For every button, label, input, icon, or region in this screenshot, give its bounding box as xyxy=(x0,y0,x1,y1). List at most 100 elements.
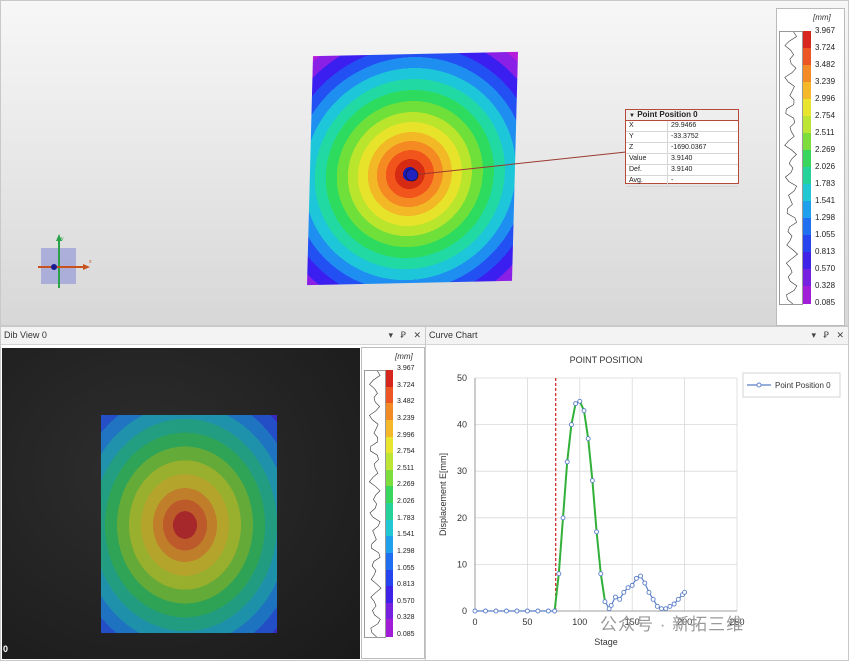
dropdown-icon[interactable]: ▾ xyxy=(811,330,816,340)
data-point xyxy=(552,608,558,614)
legend-color-swatch xyxy=(803,201,811,219)
point-position-row: Value 3.9140 xyxy=(626,154,738,165)
data-point xyxy=(612,594,618,600)
data-point xyxy=(524,608,530,614)
x-axis-title: Stage xyxy=(594,637,618,647)
legend-tick-label: 3.239 xyxy=(815,77,836,86)
legend-tick-label: 2.754 xyxy=(397,448,415,456)
legend-color-swatch xyxy=(386,419,393,437)
legend-color-swatch xyxy=(803,82,811,100)
legend-histogram-curve xyxy=(784,31,799,305)
close-icon[interactable]: ✕ xyxy=(836,330,844,340)
legend-tick-label: 2.026 xyxy=(815,162,836,171)
legend-marker xyxy=(756,382,762,388)
x-tick-label: 250 xyxy=(729,617,744,627)
x-tick-label: 0 xyxy=(472,617,477,627)
dropdown-icon[interactable]: ▾ xyxy=(388,330,393,340)
data-point xyxy=(638,573,644,579)
data-point xyxy=(646,589,652,595)
point-position-row: Y -33.3752 xyxy=(626,132,738,143)
data-point xyxy=(617,596,623,602)
data-point xyxy=(671,601,677,607)
collapse-arrow-icon[interactable]: ▼ xyxy=(629,113,635,119)
legend-tick-label: 0.813 xyxy=(815,247,836,256)
3d-view-pane[interactable]: ▼ Point Position 0 X 29.9466 Y -33.3752 Z -16… xyxy=(0,0,849,326)
row-key: X xyxy=(626,121,668,131)
data-point xyxy=(472,608,478,614)
data-point xyxy=(629,582,635,588)
data-point xyxy=(667,603,673,609)
legend-color-swatch xyxy=(803,167,811,185)
watermark-text: 公众号 · 新拓三维 xyxy=(600,615,745,634)
point-pointer-svg xyxy=(405,151,627,182)
y-tick-label: 0 xyxy=(462,606,467,616)
data-point xyxy=(503,608,509,614)
legend-color-swatch xyxy=(386,619,393,637)
legend-color-swatch xyxy=(803,286,811,304)
data-point xyxy=(625,585,631,591)
data-point xyxy=(663,606,669,612)
data-point xyxy=(560,515,566,521)
curve-chart[interactable]: POINT POSITION 0 10 20 30 40 50 0 50 100 150 200 250… xyxy=(426,344,846,657)
legend-tick-label: 2.511 xyxy=(397,464,414,472)
legend-unit: [mm] xyxy=(395,352,413,361)
data-point xyxy=(535,608,541,614)
data-point xyxy=(650,596,656,602)
x-axis-arrow-icon xyxy=(83,264,90,270)
legend-color-swatch xyxy=(803,150,811,168)
close-icon[interactable]: ✕ xyxy=(413,330,421,340)
dib-view-header: Dib View 0 ▾ Ꝑ ✕ xyxy=(1,327,425,345)
x-axis-label: x xyxy=(89,259,92,265)
legend-color-swatch xyxy=(386,503,393,521)
legend-color-swatch xyxy=(386,386,393,404)
point-position-popup[interactable]: ▼ Point Position 0 X 29.9466 Y -33.3752 Z -16… xyxy=(625,109,739,187)
legend-tick-label: 1.055 xyxy=(397,564,415,572)
legend-tick-label: 2.269 xyxy=(397,481,415,489)
dib-contour-overlay xyxy=(101,415,277,633)
row-value: -1690.0367 xyxy=(671,144,707,151)
legend-color-swatch xyxy=(386,436,393,454)
x-tick-label: 200 xyxy=(677,617,692,627)
point-position-title-text: Point Position 0 xyxy=(637,110,698,119)
row-value: 3.9140 xyxy=(671,155,693,162)
row-key: Value xyxy=(626,154,668,164)
data-point xyxy=(545,608,551,614)
legend-color-swatch xyxy=(386,486,393,504)
data-point xyxy=(682,589,688,595)
data-point xyxy=(568,422,574,428)
legend-color-swatch xyxy=(803,48,811,66)
dib-camera-image[interactable] xyxy=(2,348,360,659)
legend-color-swatch xyxy=(803,65,811,83)
legend-tick-label: 2.511 xyxy=(815,128,835,137)
y-axis-title: Displacement E[mm] xyxy=(438,453,448,536)
data-point xyxy=(675,596,681,602)
data-point xyxy=(581,408,587,414)
x-tick-label: 50 xyxy=(522,617,532,627)
legend-color-swatch xyxy=(803,99,811,117)
data-point xyxy=(633,575,639,581)
legend-tick-label: 1.541 xyxy=(815,196,836,205)
legend-color-swatch xyxy=(803,184,811,202)
point-position-row: Def. 3.9140 xyxy=(626,165,738,176)
point-position-title: ▼ Point Position 0 xyxy=(626,110,738,121)
legend-color-swatch xyxy=(386,552,393,570)
row-value: 3.9140 xyxy=(671,166,693,173)
point-position-row: X 29.9466 xyxy=(626,121,738,132)
chart-title: POINT POSITION xyxy=(570,355,643,365)
legend-color-swatch xyxy=(386,453,393,471)
legend-tick-label: 0.570 xyxy=(397,597,415,605)
legend-tick-label: 3.967 xyxy=(397,365,415,372)
pin-icon[interactable]: Ꝑ xyxy=(823,330,829,340)
legend-tick-label: 1.541 xyxy=(397,531,415,539)
y-axis-label: y xyxy=(61,236,64,242)
row-value: -33.3752 xyxy=(671,133,699,140)
legend-tick-label: 3.967 xyxy=(815,26,836,35)
legend-tick-label: 0.085 xyxy=(397,631,415,638)
y-tick-label: 40 xyxy=(457,420,467,430)
dib-view-title: Dib View 0 xyxy=(4,330,47,340)
legend-tick-label: 0.328 xyxy=(815,281,836,290)
data-point xyxy=(654,603,660,609)
pin-icon[interactable]: Ꝑ xyxy=(400,330,406,340)
point-position-rows: X 29.9466 Y -33.3752 Z -1690.0367 Value 3.9140 D… xyxy=(626,121,738,187)
legend-tick-label: 3.482 xyxy=(397,398,415,406)
